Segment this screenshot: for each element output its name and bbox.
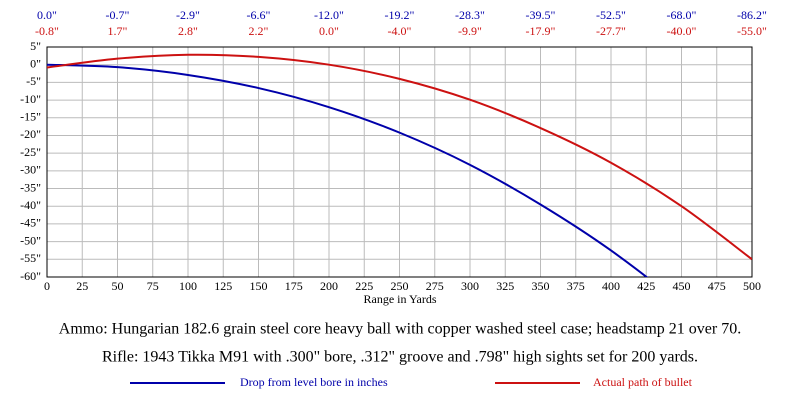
value-label: -55.0" xyxy=(737,24,767,38)
caption: Ammo: Hungarian 182.6 grain steel core h… xyxy=(59,321,741,338)
y-tick-label: -25" xyxy=(20,145,41,159)
x-tick-label: 50 xyxy=(112,279,124,293)
y-tick-label: -35" xyxy=(20,180,41,194)
y-tick-label: -55" xyxy=(20,251,41,265)
value-label: -0.8" xyxy=(35,24,59,38)
x-tick-label: 500 xyxy=(743,279,761,293)
y-tick-label: 5" xyxy=(30,39,41,53)
y-tick-label: -5" xyxy=(26,74,41,88)
value-label: -86.2" xyxy=(737,8,767,22)
value-label: -28.3" xyxy=(455,8,485,22)
value-label: -52.5" xyxy=(596,8,626,22)
caption: Rifle: 1943 Tikka M91 with .300" bore, .… xyxy=(102,349,698,366)
x-tick-label: 325 xyxy=(496,279,514,293)
value-label: -6.6" xyxy=(247,8,271,22)
value-label: -39.5" xyxy=(526,8,556,22)
x-tick-label: 75 xyxy=(147,279,159,293)
x-tick-label: 225 xyxy=(355,279,373,293)
y-tick-label: -50" xyxy=(20,233,41,247)
y-tick-label: -60" xyxy=(20,269,41,283)
plot-frame xyxy=(46,46,753,278)
value-label: 0.0" xyxy=(319,24,339,38)
x-tick-label: 425 xyxy=(637,279,655,293)
value-label: -27.7" xyxy=(596,24,626,38)
value-label: -2.9" xyxy=(176,8,200,22)
x-tick-label: 400 xyxy=(602,279,620,293)
plot-area xyxy=(47,53,752,277)
value-label: -40.0" xyxy=(667,24,697,38)
x-tick-label: 300 xyxy=(461,279,479,293)
y-tick-label: -10" xyxy=(20,92,41,106)
x-tick-label: 25 xyxy=(76,279,88,293)
x-tick-label: 350 xyxy=(532,279,550,293)
x-tick-label: 275 xyxy=(426,279,444,293)
series-line xyxy=(47,53,752,261)
value-label: -68.0" xyxy=(667,8,697,22)
value-label: 2.8" xyxy=(178,24,198,38)
value-label: -17.9" xyxy=(526,24,556,38)
x-tick-label: 100 xyxy=(179,279,197,293)
y-tick-label: -30" xyxy=(20,163,41,177)
value-label: -4.0" xyxy=(388,24,412,38)
y-tick-label: -45" xyxy=(20,216,41,230)
x-tick-label: 450 xyxy=(673,279,691,293)
value-label: -0.7" xyxy=(106,8,130,22)
x-tick-label: 175 xyxy=(285,279,303,293)
y-tick-label: 0" xyxy=(30,56,41,70)
value-label: 1.7" xyxy=(108,24,128,38)
value-label: -19.2" xyxy=(385,8,415,22)
x-axis-label: Range in Yards xyxy=(363,292,436,306)
x-tick-label: 250 xyxy=(391,279,409,293)
y-tick-label: -20" xyxy=(20,127,41,141)
y-tick-label: -15" xyxy=(20,110,41,124)
x-tick-label: 0 xyxy=(44,279,50,293)
value-label: -9.9" xyxy=(458,24,482,38)
x-tick-label: 125 xyxy=(214,279,232,293)
series-line xyxy=(47,63,649,277)
value-label: 0.0" xyxy=(37,8,57,22)
y-tick-label: -40" xyxy=(20,198,41,212)
x-tick-label: 150 xyxy=(250,279,268,293)
x-tick-label: 475 xyxy=(708,279,726,293)
value-label: -12.0" xyxy=(314,8,344,22)
value-label: 2.2" xyxy=(249,24,269,38)
x-tick-label: 375 xyxy=(567,279,585,293)
legend-label: Actual path of bullet xyxy=(593,375,693,389)
x-tick-label: 200 xyxy=(320,279,338,293)
legend-label: Drop from level bore in inches xyxy=(240,375,388,389)
